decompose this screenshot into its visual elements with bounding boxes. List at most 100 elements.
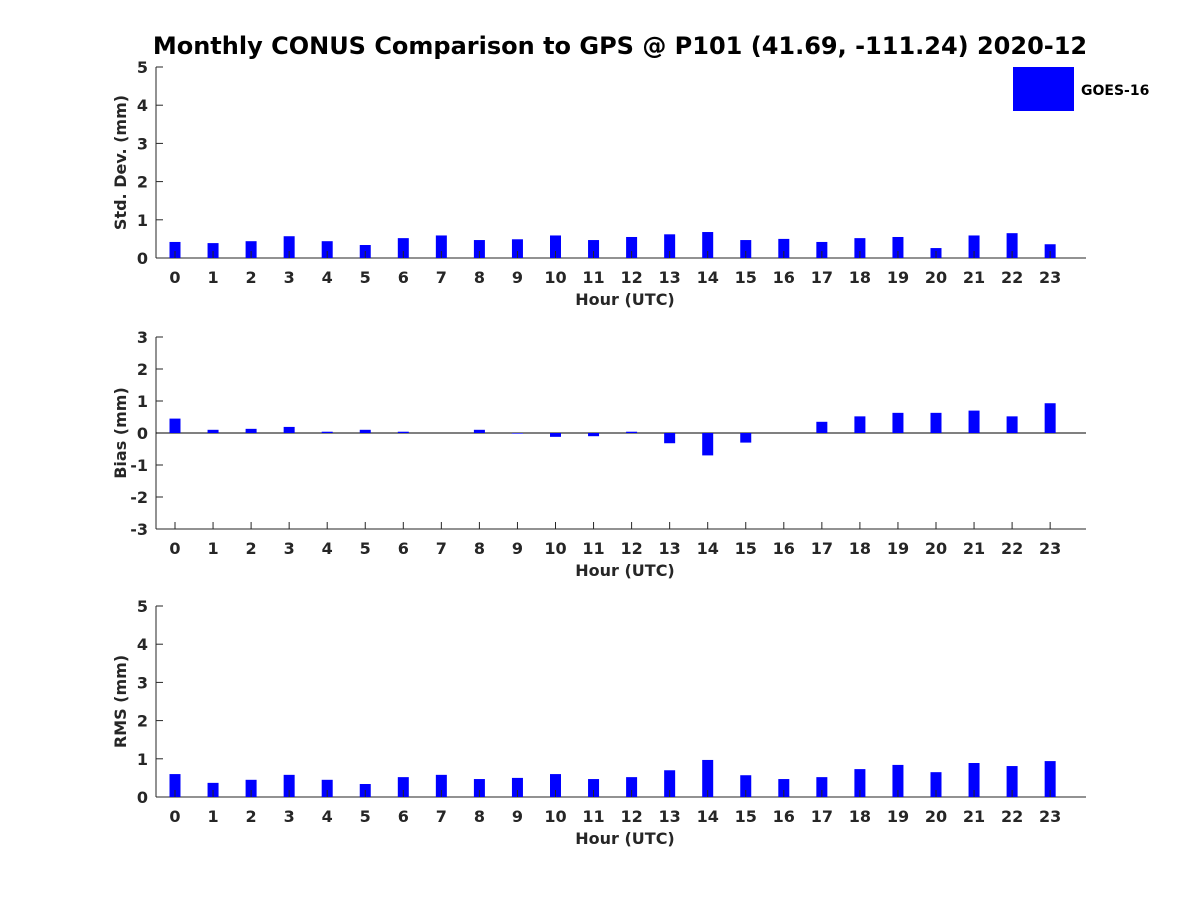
bias-bar-15 — [740, 433, 752, 443]
bias-bar-1 — [207, 429, 219, 433]
bias-xtick-label: 15 — [735, 539, 757, 558]
rms-xtick-label: 5 — [360, 807, 371, 826]
rms-bar-10 — [550, 774, 561, 797]
bias-bar-3 — [283, 426, 295, 433]
rms-xtick-label: 17 — [811, 807, 833, 826]
std-dev-bar-13 — [664, 234, 676, 258]
bias-ytick-label: -3 — [130, 520, 148, 539]
std-dev-xtick-label: 18 — [849, 268, 871, 287]
rms-bar-16 — [778, 779, 790, 797]
bias-bar-13 — [664, 433, 676, 444]
bias-bar-22 — [1006, 416, 1018, 433]
rms-bar-19 — [892, 764, 904, 797]
std-dev-bar-3 — [283, 236, 295, 258]
std-dev-ytick-label: 0 — [137, 249, 148, 268]
std-dev-bar-15 — [740, 240, 752, 258]
bias-bar-0 — [169, 418, 181, 433]
legend-label: GOES-16 — [1081, 83, 1149, 99]
bias-bar-5 — [359, 429, 371, 433]
rms-bar-0 — [169, 774, 181, 797]
rms-bar-17 — [816, 777, 828, 797]
rms-xtick-label: 3 — [284, 807, 295, 826]
std-dev-bar-7 — [435, 235, 447, 258]
std-dev-ytick-label: 4 — [137, 96, 148, 115]
bias-xtick-label: 10 — [544, 539, 566, 558]
bias-xtick-label: 17 — [811, 539, 833, 558]
bias-ytick-label: -2 — [130, 488, 148, 507]
std-dev-bar-16 — [778, 238, 790, 258]
std-dev-xtick-label: 8 — [474, 268, 485, 287]
rms-bar-9 — [511, 777, 523, 797]
rms-ytick-label: 5 — [137, 597, 148, 616]
bias-bar-19 — [892, 412, 904, 433]
std-dev-xtick-label: 20 — [925, 268, 947, 287]
rms-ytick-label: 0 — [137, 788, 148, 807]
bias-bar-14 — [702, 433, 714, 456]
rms-xtick-label: 21 — [963, 807, 985, 826]
bias-ytick-label: 1 — [137, 392, 148, 411]
bias-xtick-label: 7 — [436, 539, 447, 558]
std-dev-xtick-label: 21 — [963, 268, 985, 287]
std-dev-bar-4 — [321, 241, 333, 258]
std-dev-ytick-label: 5 — [137, 58, 148, 77]
rms-bar-22 — [1006, 766, 1018, 797]
rms-ytick-label: 1 — [137, 750, 148, 769]
bias-xtick-label: 3 — [284, 539, 295, 558]
rms-bar-4 — [321, 779, 333, 797]
bias-bar-23 — [1044, 403, 1056, 433]
rms-xtick-label: 11 — [582, 807, 604, 826]
std-dev-xtick-label: 14 — [697, 268, 719, 287]
bias-xtick-label: 4 — [322, 539, 333, 558]
std-dev-bar-12 — [626, 236, 638, 258]
std-dev-xtick-label: 11 — [582, 268, 604, 287]
bias-bar-11 — [588, 433, 600, 437]
rms-xtick-label: 12 — [620, 807, 642, 826]
bias-bar-20 — [930, 412, 942, 433]
rms-xtick-label: 14 — [697, 807, 719, 826]
rms-bar-3 — [283, 774, 295, 797]
legend: GOES-16 — [1013, 67, 1149, 111]
std-dev-bar-11 — [588, 240, 600, 258]
rms-xtick-label: 4 — [322, 807, 333, 826]
rms-bar-23 — [1044, 761, 1056, 797]
std-dev-bar-9 — [511, 239, 523, 258]
bias-xtick-label: 19 — [887, 539, 909, 558]
std-dev-xtick-label: 0 — [169, 268, 180, 287]
rms-xtick-label: 8 — [474, 807, 485, 826]
bias-xtick-label: 16 — [773, 539, 795, 558]
bias-xtick-label: 23 — [1039, 539, 1061, 558]
std-dev-xtick-label: 4 — [322, 268, 333, 287]
std-dev-xtick-label: 13 — [659, 268, 681, 287]
bias-xtick-label: 0 — [169, 539, 180, 558]
std-dev-xtick-label: 16 — [773, 268, 795, 287]
rms-bar-18 — [854, 769, 866, 797]
rms-bar-2 — [245, 779, 257, 797]
rms-xtick-label: 16 — [773, 807, 795, 826]
bias-ytick-label: 3 — [137, 328, 148, 347]
chart-title: Monthly CONUS Comparison to GPS @ P101 (… — [153, 32, 1087, 60]
std-dev-ytick-label: 2 — [137, 173, 148, 192]
rms-xtick-label: 1 — [207, 807, 218, 826]
std-dev-bar-10 — [550, 235, 561, 258]
legend-swatch — [1013, 67, 1074, 111]
bias-bar-8 — [473, 429, 485, 433]
rms-bar-21 — [968, 763, 980, 797]
rms-bar-11 — [588, 779, 600, 797]
bias-ylabel: Bias (mm) — [111, 387, 130, 479]
bias-bar-10 — [550, 433, 561, 437]
std-dev-xtick-label: 17 — [811, 268, 833, 287]
bias-xtick-label: 21 — [963, 539, 985, 558]
std-dev-bar-19 — [892, 236, 904, 258]
std-dev-xtick-label: 22 — [1001, 268, 1023, 287]
std-dev-bar-0 — [169, 241, 181, 258]
std-dev-xtick-label: 19 — [887, 268, 909, 287]
rms-xtick-label: 13 — [659, 807, 681, 826]
rms-xtick-label: 7 — [436, 807, 447, 826]
rms-xtick-label: 19 — [887, 807, 909, 826]
rms-xtick-label: 22 — [1001, 807, 1023, 826]
std-dev-bar-8 — [473, 240, 485, 258]
bias-xtick-label: 14 — [697, 539, 719, 558]
std-dev-xtick-label: 6 — [398, 268, 409, 287]
bias-xtick-label: 12 — [620, 539, 642, 558]
